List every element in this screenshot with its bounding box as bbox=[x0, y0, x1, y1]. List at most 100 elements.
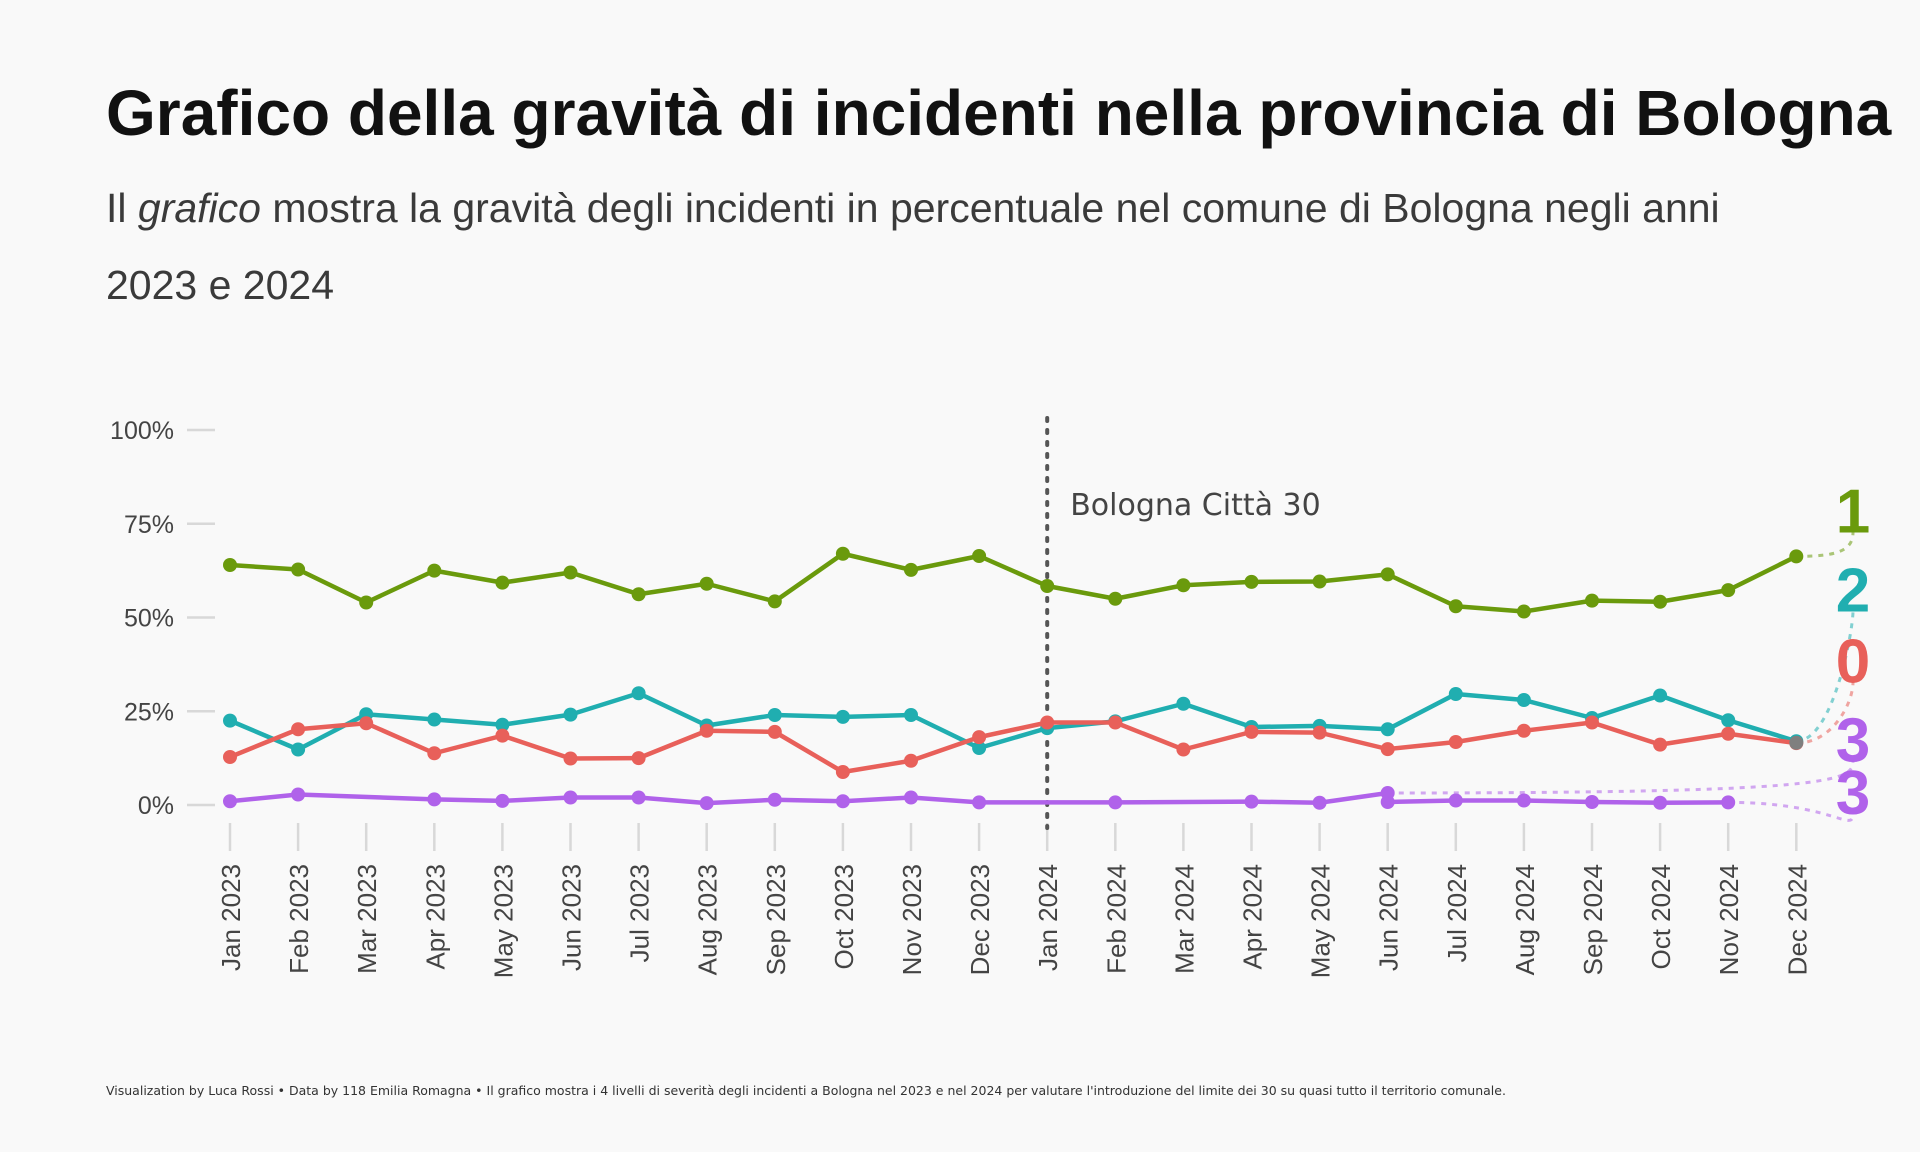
y-tick-label: 0% bbox=[138, 792, 174, 820]
data-point bbox=[972, 730, 987, 745]
data-point bbox=[904, 708, 918, 722]
data-point bbox=[1653, 594, 1668, 609]
y-tick-label: 50% bbox=[124, 605, 174, 633]
data-point bbox=[1448, 793, 1463, 808]
data-point bbox=[835, 709, 850, 724]
data-point bbox=[427, 792, 442, 807]
end-connector bbox=[1728, 800, 1855, 822]
x-tick-label: Dec 2023 bbox=[965, 864, 995, 975]
data-point bbox=[1585, 795, 1599, 809]
data-point bbox=[1721, 726, 1736, 741]
x-tick-label: Dec 2024 bbox=[1782, 864, 1812, 975]
x-tick-label: Jun 2023 bbox=[557, 864, 587, 971]
data-point bbox=[1516, 793, 1531, 808]
end-connector bbox=[1796, 611, 1855, 743]
footer-credit: Visualization by Luca Rossi • Data by 11… bbox=[106, 1083, 1506, 1098]
data-point bbox=[291, 562, 306, 577]
x-tick-label: May 2024 bbox=[1306, 864, 1336, 978]
end-connector bbox=[1796, 682, 1855, 745]
x-tick-label: Oct 2024 bbox=[1646, 864, 1676, 970]
data-point bbox=[291, 722, 306, 737]
y-tick-label: 75% bbox=[124, 511, 174, 539]
subtitle-post: mostra la gravità degli incidenti in per… bbox=[106, 185, 1720, 308]
data-point bbox=[1380, 722, 1395, 737]
data-point bbox=[972, 549, 987, 563]
x-tick-label: Nov 2024 bbox=[1714, 864, 1744, 975]
x-tick-label: Jul 2023 bbox=[625, 864, 655, 962]
x-tick-label: Jul 2024 bbox=[1442, 864, 1472, 962]
annotation-label: Bologna Città 30 bbox=[1070, 488, 1321, 523]
data-point bbox=[1244, 724, 1259, 739]
data-point bbox=[427, 563, 442, 578]
data-point bbox=[1312, 795, 1327, 810]
data-point bbox=[1380, 567, 1395, 582]
series-line bbox=[1387, 798, 1729, 805]
series-end-label: 3 bbox=[1836, 706, 1870, 775]
data-point bbox=[223, 794, 237, 809]
data-point bbox=[1516, 723, 1531, 738]
data-point bbox=[904, 790, 918, 805]
x-tick-label: Aug 2023 bbox=[693, 864, 723, 975]
data-point bbox=[1108, 795, 1123, 810]
data-point bbox=[972, 741, 987, 755]
x-tick-label: Oct 2023 bbox=[829, 864, 859, 970]
data-point bbox=[495, 575, 510, 590]
data-point bbox=[631, 751, 646, 766]
x-tick-label: May 2023 bbox=[488, 864, 518, 978]
x-tick-label: Nov 2023 bbox=[897, 864, 927, 975]
data-point bbox=[1448, 735, 1463, 749]
data-point bbox=[495, 728, 510, 743]
data-point bbox=[563, 751, 578, 766]
data-point bbox=[1244, 574, 1259, 589]
x-tick-label: Sep 2024 bbox=[1578, 864, 1608, 975]
series-end-label: 3 bbox=[1836, 759, 1870, 828]
data-point bbox=[1653, 688, 1668, 703]
data-point bbox=[1040, 715, 1055, 730]
series-end-label: 1 bbox=[1836, 478, 1870, 547]
data-point bbox=[631, 587, 646, 602]
series-line bbox=[229, 691, 1797, 752]
data-point bbox=[631, 686, 646, 701]
x-tick-label: Apr 2024 bbox=[1238, 864, 1268, 970]
data-point bbox=[1585, 715, 1599, 730]
data-point bbox=[291, 742, 306, 757]
data-point bbox=[291, 787, 306, 802]
x-tick-label: Feb 2024 bbox=[1101, 864, 1131, 974]
data-point bbox=[223, 713, 237, 728]
data-point bbox=[1653, 737, 1668, 752]
data-point bbox=[427, 746, 442, 761]
data-point bbox=[1585, 593, 1599, 608]
y-tick-label: 25% bbox=[124, 698, 174, 726]
x-tick-label: Mar 2024 bbox=[1169, 864, 1199, 974]
data-point bbox=[427, 712, 442, 727]
data-point bbox=[699, 723, 714, 738]
data-point bbox=[1380, 795, 1395, 809]
data-point bbox=[699, 796, 714, 811]
data-point bbox=[1108, 591, 1123, 606]
data-point bbox=[1721, 713, 1736, 728]
x-tick-label: Apr 2023 bbox=[420, 864, 450, 970]
series-end-label: 0 bbox=[1836, 628, 1870, 697]
chart-title: Grafico della gravità di incidenti nella… bbox=[106, 77, 1892, 149]
data-point bbox=[631, 790, 646, 805]
data-point bbox=[1653, 795, 1668, 810]
data-point bbox=[835, 794, 850, 809]
x-tick-label: Sep 2023 bbox=[761, 864, 791, 975]
series-end-label: 2 bbox=[1836, 556, 1870, 625]
data-point bbox=[767, 594, 782, 609]
data-point bbox=[1108, 715, 1123, 730]
data-point bbox=[563, 565, 578, 580]
data-point bbox=[767, 724, 782, 739]
x-tick-label: Jan 2023 bbox=[216, 864, 246, 971]
data-point bbox=[767, 708, 782, 722]
series-line bbox=[229, 720, 1797, 775]
data-point bbox=[835, 546, 850, 561]
data-point bbox=[495, 717, 510, 732]
data-point bbox=[835, 765, 850, 779]
data-point bbox=[1244, 794, 1259, 809]
subtitle-pre: Il bbox=[106, 185, 138, 231]
chart-subtitle: Il grafico mostra la gravità degli incid… bbox=[106, 170, 1806, 324]
data-point bbox=[904, 753, 918, 768]
data-point bbox=[563, 790, 578, 805]
